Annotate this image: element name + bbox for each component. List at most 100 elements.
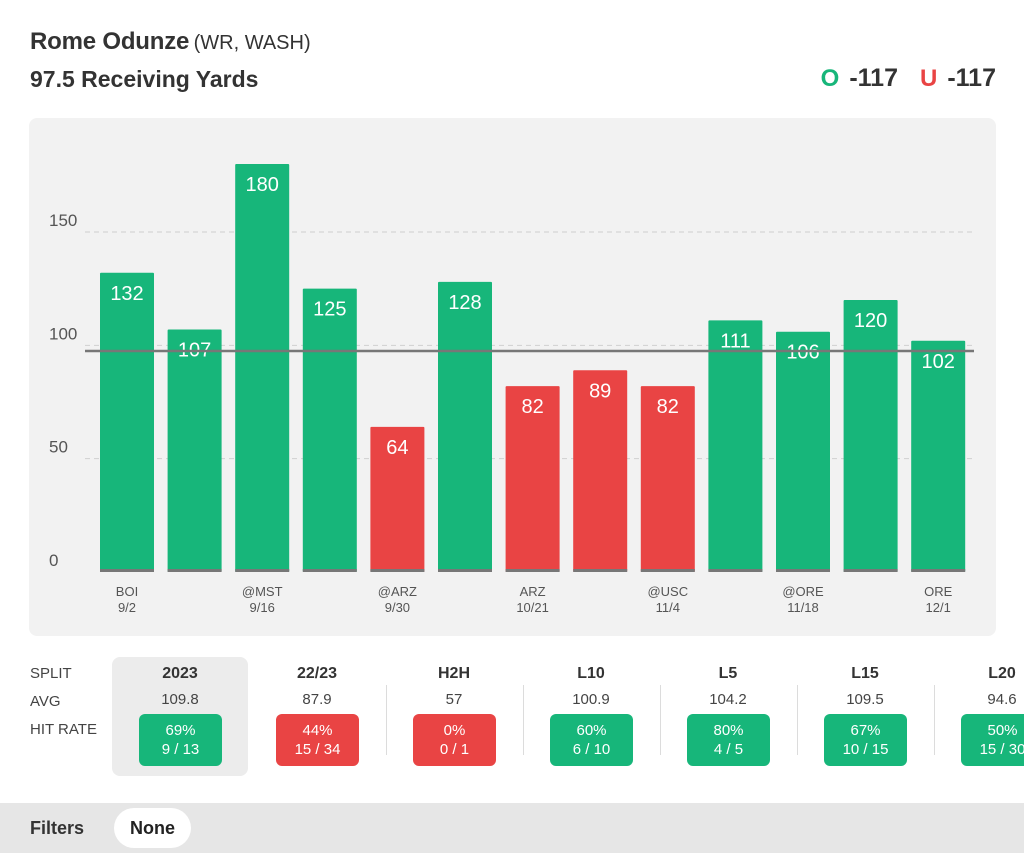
- bar-value-label: 106: [786, 342, 819, 364]
- over-letter: O: [820, 64, 840, 92]
- x-tick-date: 9/2: [118, 600, 136, 615]
- split-column-2[interactable]: H2H 57 0% 0 / 1: [386, 657, 522, 776]
- bar-base-3: [302, 569, 357, 572]
- hit-rate-pct: 44%: [302, 722, 333, 739]
- y-tick-label: 100: [49, 324, 77, 343]
- hit-rate-label: HIT RATE: [30, 721, 97, 738]
- bar-value-label: 120: [854, 310, 887, 332]
- x-tick-opponent: ORE: [924, 584, 953, 599]
- split-column-6[interactable]: L20 94.6 50% 15 / 30: [934, 657, 1024, 776]
- split-column-1[interactable]: 22/23 87.9 44% 15 / 34: [249, 657, 385, 776]
- under-price[interactable]: -117: [947, 64, 996, 92]
- bar-4: [370, 426, 425, 572]
- chart-card: 0 50 100 150 132 BOI 9/2 107 180 @MST 9/16 125 64 @AR…: [29, 118, 996, 636]
- x-tick-opponent: @USC: [647, 584, 688, 599]
- split-name: 2023: [162, 665, 198, 682]
- split-avg: 87.9: [302, 691, 332, 708]
- split-separator: [523, 685, 524, 755]
- prop-line: 97.5 Receiving Yards: [30, 66, 259, 92]
- bar-base-0: [100, 569, 154, 572]
- hit-rate-fraction: 10 / 15: [842, 741, 889, 758]
- x-tick-date: 12/1: [926, 600, 951, 615]
- bar-6: [505, 386, 560, 572]
- player-header: Rome Odunze (WR, WASH): [30, 28, 311, 56]
- split-name: L15: [851, 665, 879, 682]
- bar-value-label: 111: [720, 330, 750, 352]
- bar-base-9: [708, 569, 763, 572]
- split-avg: 104.2: [709, 691, 747, 708]
- odds-display: O -117 U -117: [821, 64, 996, 93]
- split-name: 22/23: [296, 665, 338, 682]
- bar-value-label: 64: [386, 437, 408, 459]
- bar-value-label: 82: [521, 396, 543, 418]
- bar-value-label: 82: [657, 396, 679, 418]
- hit-rate-pct: 80%: [713, 722, 744, 739]
- split-name: L5: [718, 665, 738, 682]
- bar-base-2: [235, 569, 290, 572]
- bar-value-label: 180: [246, 174, 279, 196]
- split-column-4[interactable]: L5 104.2 80% 4 / 5: [660, 657, 796, 776]
- split-column-0[interactable]: 2023 109.8 69% 9 / 13: [112, 657, 248, 776]
- bar-1: [167, 329, 222, 572]
- filters-label: Filters: [30, 817, 85, 838]
- splits-table: SPLIT AVG HIT RATE 2023 109.8 69% 9 / 13 22/…: [0, 657, 1024, 777]
- x-tick-opponent: @ARZ: [378, 584, 417, 599]
- y-tick-label: 150: [49, 211, 77, 230]
- split-column-3[interactable]: L10 100.9 60% 6 / 10: [523, 657, 659, 776]
- hit-rate-fraction: 15 / 34: [294, 741, 341, 758]
- split-avg: 109.8: [161, 691, 199, 708]
- hit-rate-pct: 69%: [165, 722, 196, 739]
- split-label: SPLIT: [30, 665, 72, 682]
- x-tick-date: 9/30: [385, 600, 410, 615]
- x-tick-date: 11/4: [656, 600, 680, 615]
- over-price[interactable]: -117: [849, 64, 898, 92]
- bar-10: [776, 331, 830, 572]
- bar-base-11: [843, 569, 898, 572]
- bar-value-label: 89: [589, 380, 611, 402]
- split-name: L10: [577, 665, 605, 682]
- bar-12: [911, 340, 966, 572]
- hit-rate-pill: 69% 9 / 13: [139, 714, 222, 766]
- hit-rate-fraction: 15 / 30: [979, 741, 1024, 758]
- split-avg: 100.9: [572, 691, 610, 708]
- split-avg: 94.6: [987, 691, 1017, 708]
- bar-0: [100, 272, 154, 572]
- bar-base-5: [438, 569, 492, 572]
- hit-rate-pill: 67% 10 / 15: [824, 714, 907, 766]
- hit-rate-pct: 0%: [443, 722, 466, 739]
- hit-rate-fraction: 0 / 1: [439, 741, 470, 758]
- split-name: H2H: [437, 665, 470, 682]
- bar-chart: 050100150132BOI9/2107180@MST9/1612564@AR…: [49, 164, 974, 615]
- bar-5: [438, 281, 492, 572]
- bar-base-10: [776, 569, 830, 572]
- y-tick-label: 0: [49, 551, 58, 570]
- y-tick-label: 50: [49, 438, 68, 457]
- split-separator: [934, 685, 935, 755]
- x-tick-opponent: BOI: [116, 584, 138, 599]
- bar-base-12: [911, 569, 966, 572]
- bar-value-label: 128: [448, 292, 481, 314]
- x-tick-date: 9/16: [250, 600, 275, 615]
- x-tick-date: 10/21: [516, 600, 549, 615]
- bar-7: [573, 370, 628, 572]
- x-tick-date: 11/18: [787, 600, 819, 615]
- filters-none-button[interactable]: None: [114, 808, 192, 848]
- bar-3: [302, 288, 357, 572]
- split-avg: 109.5: [846, 691, 884, 708]
- x-tick-opponent: @ORE: [782, 584, 824, 599]
- split-column-5[interactable]: L15 109.5 67% 10 / 15: [797, 657, 933, 776]
- hit-rate-fraction: 9 / 13: [161, 741, 200, 758]
- player-meta: (WR, WASH): [193, 32, 311, 54]
- bar-8: [640, 386, 695, 572]
- hit-rate-fraction: 4 / 5: [713, 741, 744, 758]
- hit-rate-pill: 44% 15 / 34: [276, 714, 359, 766]
- split-separator: [386, 685, 387, 755]
- bar-base-4: [370, 569, 425, 572]
- hit-rate-pct: 67%: [850, 722, 881, 739]
- hit-rate-pct: 60%: [576, 722, 607, 739]
- bar-base-6: [505, 569, 560, 572]
- bar-value-label: 132: [110, 283, 143, 305]
- hit-rate-pct: 50%: [987, 722, 1018, 739]
- under-letter: U: [919, 64, 938, 92]
- hit-rate-pill: 50% 15 / 30: [961, 714, 1024, 766]
